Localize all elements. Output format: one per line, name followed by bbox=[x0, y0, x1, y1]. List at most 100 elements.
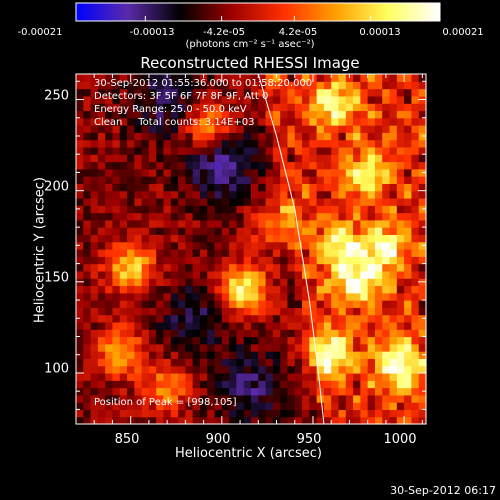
heatmap-cell bbox=[243, 278, 252, 287]
heatmap-cell bbox=[382, 241, 391, 250]
heatmap-cell bbox=[309, 292, 318, 301]
heatmap-cell bbox=[251, 292, 259, 301]
heatmap-cell bbox=[105, 300, 114, 308]
heatmap-cell bbox=[148, 314, 157, 323]
heatmap-cell bbox=[105, 219, 114, 228]
heatmap-cell bbox=[302, 205, 310, 214]
heatmap-cell bbox=[367, 358, 376, 367]
heatmap-cell bbox=[374, 380, 383, 389]
heatmap-cell bbox=[294, 176, 303, 184]
heatmap-cell bbox=[323, 132, 332, 141]
heatmap-cell bbox=[309, 234, 318, 243]
heatmap-cell bbox=[251, 394, 259, 403]
heatmap-cell bbox=[229, 183, 238, 192]
heatmap-cell bbox=[199, 336, 208, 345]
heatmap-cell bbox=[214, 95, 223, 104]
heatmap-cell bbox=[214, 263, 223, 272]
heatmap-cell bbox=[236, 402, 245, 411]
heatmap-cell bbox=[353, 387, 361, 396]
heatmap-cell bbox=[367, 300, 376, 308]
heatmap-cell bbox=[360, 205, 369, 214]
heatmap-cell bbox=[112, 402, 121, 411]
heatmap-cell bbox=[258, 154, 267, 163]
heatmap-cell bbox=[105, 110, 114, 119]
heatmap-cell bbox=[229, 125, 238, 133]
heatmap-cell bbox=[221, 125, 230, 133]
heatmap-cell bbox=[148, 343, 157, 352]
heatmap-cell bbox=[265, 168, 274, 177]
heatmap-cell bbox=[141, 241, 150, 250]
heatmap-cell bbox=[367, 117, 376, 126]
heatmap-cell bbox=[396, 74, 405, 82]
heatmap-cell bbox=[251, 285, 259, 294]
heatmap-cell bbox=[382, 307, 391, 316]
heatmap-cell bbox=[316, 409, 325, 418]
heatmap-cell bbox=[396, 409, 405, 418]
heatmap-cell bbox=[323, 394, 332, 403]
heatmap-cell bbox=[287, 372, 296, 381]
heatmap-cell bbox=[353, 263, 361, 272]
heatmap-cell bbox=[411, 343, 420, 352]
heatmap-cell bbox=[83, 117, 92, 126]
heatmap-cell bbox=[185, 190, 194, 199]
heatmap-cell bbox=[243, 300, 252, 308]
heatmap-cell bbox=[112, 103, 121, 112]
heatmap-cell bbox=[207, 132, 216, 141]
heatmap-cell bbox=[338, 307, 347, 316]
heatmap-cell bbox=[280, 212, 289, 221]
heatmap-cell bbox=[119, 241, 128, 250]
heatmap-cell bbox=[360, 314, 369, 323]
heatmap-cell bbox=[382, 358, 391, 367]
heatmap-cell bbox=[90, 139, 99, 148]
heatmap-cell bbox=[404, 168, 413, 177]
heatmap-cell bbox=[243, 212, 252, 221]
heatmap-cell bbox=[418, 212, 427, 221]
heatmap-cell bbox=[156, 329, 165, 338]
heatmap-cell bbox=[207, 300, 216, 308]
heatmap-cell bbox=[411, 278, 420, 287]
heatmap-cell bbox=[134, 402, 143, 411]
heatmap-cell bbox=[156, 168, 165, 177]
heatmap-cell bbox=[97, 234, 106, 243]
heatmap-cell bbox=[178, 103, 186, 112]
heatmap-cell bbox=[207, 365, 216, 374]
heatmap-cell bbox=[294, 358, 303, 367]
heatmap-cell bbox=[119, 358, 128, 367]
heatmap-cell bbox=[396, 314, 405, 323]
heatmap-cell bbox=[192, 256, 201, 265]
heatmap-cell bbox=[404, 351, 413, 359]
heatmap-cell bbox=[294, 285, 303, 294]
heatmap-cell bbox=[178, 365, 186, 374]
heatmap-cell bbox=[302, 307, 310, 316]
heatmap-cell bbox=[97, 125, 106, 133]
axis-ticks bbox=[76, 74, 426, 424]
heatmap-cell bbox=[323, 351, 332, 359]
heatmap-cell bbox=[105, 409, 114, 418]
heatmap-cell bbox=[141, 139, 150, 148]
heatmap-cell bbox=[251, 336, 259, 345]
heatmap-cell bbox=[199, 110, 208, 119]
heatmap-cell bbox=[156, 183, 165, 192]
heatmap-cell bbox=[207, 321, 216, 330]
heatmap-cell bbox=[404, 154, 413, 163]
heatmap-cell bbox=[185, 285, 194, 294]
heatmap-cell bbox=[243, 329, 252, 338]
heatmap-cell bbox=[112, 183, 121, 192]
heatmap-cell bbox=[353, 394, 361, 403]
heatmap-cell bbox=[163, 81, 172, 90]
heatmap-cell bbox=[214, 125, 223, 133]
heatmap-cell bbox=[287, 402, 296, 411]
heatmap-cell bbox=[411, 263, 420, 272]
heatmap-cell bbox=[345, 125, 354, 133]
heatmap-cell bbox=[148, 270, 157, 279]
heatmap-cell bbox=[411, 227, 420, 236]
heatmap-cell bbox=[331, 394, 340, 403]
heatmap-cell bbox=[331, 117, 340, 126]
heatmap-cell bbox=[353, 146, 361, 155]
heatmap-cell bbox=[105, 117, 114, 126]
heatmap-cell bbox=[97, 176, 106, 184]
heatmap-cell bbox=[90, 314, 99, 323]
heatmap-cell bbox=[185, 263, 194, 272]
heatmap-cell bbox=[170, 132, 179, 141]
heatmap-cell bbox=[396, 372, 405, 381]
